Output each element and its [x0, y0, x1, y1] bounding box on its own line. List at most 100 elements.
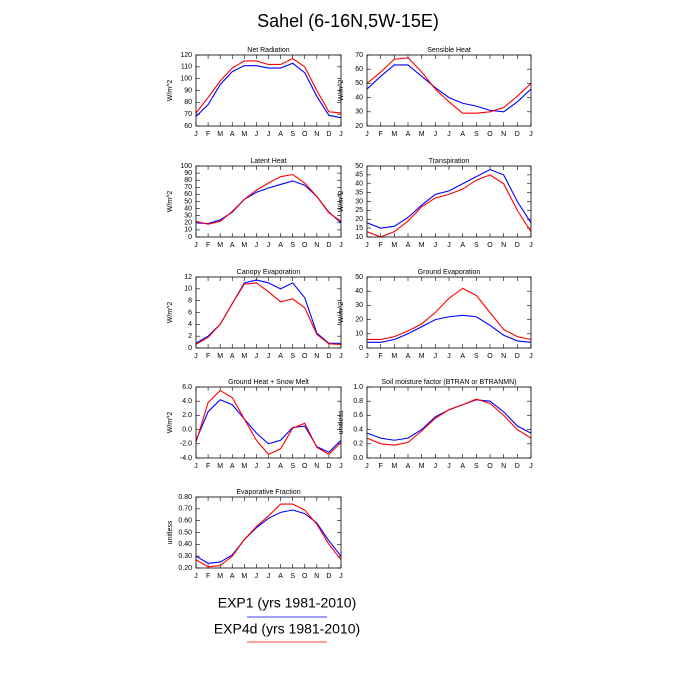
- x-tick-label: J: [447, 463, 451, 470]
- y-tick-label: 0.6: [353, 412, 363, 419]
- figure-title: Sahel (6-16N,5W-15E): [257, 11, 439, 31]
- series-line: [195, 57, 342, 114]
- x-tick-label: O: [302, 242, 308, 249]
- x-tick-label: D: [326, 353, 331, 360]
- x-tick-label: F: [379, 242, 383, 249]
- x-tick-label: A: [278, 353, 283, 360]
- x-tick-label: A: [406, 242, 411, 249]
- y-tick-label: 4.0: [182, 398, 192, 405]
- x-tick-label: J: [194, 353, 198, 360]
- y-tick-label: 45: [355, 172, 363, 179]
- x-tick-label: A: [406, 131, 411, 138]
- y-tick-label: 50: [355, 80, 363, 87]
- x-tick-label: J: [365, 131, 369, 138]
- y-tick-label: 0.0: [353, 455, 363, 462]
- x-tick-label: J: [447, 131, 451, 138]
- x-tick-label: O: [487, 463, 493, 470]
- x-tick-label: J: [267, 242, 271, 249]
- y-tick-label: 40: [355, 288, 363, 295]
- x-tick-label: M: [241, 131, 247, 138]
- y-tick-label: 10: [355, 331, 363, 338]
- y-tick-label: 100: [180, 76, 192, 83]
- y-tick-label: 2.0: [182, 412, 192, 419]
- y-axis-label: unitless: [338, 410, 345, 434]
- x-tick-label: D: [326, 131, 331, 138]
- x-tick-label: M: [419, 242, 425, 249]
- y-tick-label: 20: [355, 316, 363, 323]
- legend-label: EXP1 (yrs 1981-2010): [218, 595, 357, 611]
- x-tick-label: J: [434, 353, 438, 360]
- x-tick-label: J: [267, 131, 271, 138]
- x-tick-label: O: [487, 131, 493, 138]
- x-tick-label: J: [447, 353, 451, 360]
- y-tick-label: 70: [184, 184, 192, 191]
- y-tick-label: 2: [188, 333, 192, 340]
- x-tick-label: J: [529, 131, 533, 138]
- x-tick-label: M: [217, 353, 223, 360]
- y-tick-label: 60: [355, 66, 363, 73]
- y-tick-label: 50: [355, 274, 363, 281]
- x-tick-label: J: [339, 131, 343, 138]
- y-tick-label: 70: [184, 111, 192, 118]
- panel-title: Ground Heat + Snow Melt: [228, 379, 309, 386]
- x-tick-label: M: [241, 573, 247, 580]
- y-tick-label: 30: [355, 109, 363, 116]
- x-tick-label: M: [419, 353, 425, 360]
- x-tick-label: S: [474, 131, 479, 138]
- series-line: [195, 173, 342, 225]
- x-tick-label: F: [379, 353, 383, 360]
- x-tick-label: A: [460, 353, 465, 360]
- x-tick-label: J: [339, 353, 343, 360]
- y-axis-label: W/m^2: [338, 191, 345, 213]
- y-tick-label: 100: [180, 163, 192, 170]
- x-tick-label: A: [460, 131, 465, 138]
- x-tick-label: N: [501, 463, 506, 470]
- y-tick-label: 30: [184, 213, 192, 220]
- x-tick-label: J: [434, 131, 438, 138]
- series-line: [366, 399, 532, 441]
- x-tick-label: F: [379, 131, 383, 138]
- x-tick-label: F: [206, 131, 210, 138]
- x-tick-label: S: [290, 131, 295, 138]
- x-tick-label: J: [339, 242, 343, 249]
- series-line: [195, 62, 342, 119]
- x-tick-label: A: [278, 131, 283, 138]
- plot-frame: [366, 276, 532, 349]
- y-axis-label: W/m^2: [167, 302, 174, 324]
- x-tick-label: M: [391, 242, 397, 249]
- y-tick-label: 40: [184, 205, 192, 212]
- x-tick-label: J: [267, 353, 271, 360]
- x-tick-label: O: [302, 573, 308, 580]
- y-tick-label: 0.40: [178, 541, 192, 548]
- y-axis-label: W/m^2: [167, 80, 174, 102]
- y-tick-label: 40: [355, 181, 363, 188]
- x-tick-label: M: [419, 131, 425, 138]
- panel: Ground Heat + Snow Melt W/m^2 -4.0 -2.0 0.0 2…: [167, 379, 343, 470]
- y-tick-label: 0: [359, 345, 363, 352]
- x-tick-label: A: [460, 463, 465, 470]
- y-tick-label: 80: [184, 177, 192, 184]
- x-tick-label: J: [529, 242, 533, 249]
- plot-frame: [366, 386, 532, 459]
- series-line: [195, 509, 342, 564]
- x-tick-label: M: [217, 131, 223, 138]
- y-tick-label: 60: [184, 123, 192, 130]
- y-tick-label: 0.2: [353, 441, 363, 448]
- x-tick-label: O: [302, 353, 308, 360]
- plot-frame: [366, 54, 532, 127]
- x-tick-label: A: [278, 242, 283, 249]
- y-tick-label: 0: [188, 345, 192, 352]
- series-line: [195, 389, 342, 456]
- x-tick-label: A: [230, 573, 235, 580]
- x-tick-label: D: [515, 242, 520, 249]
- y-tick-label: 60: [184, 191, 192, 198]
- x-tick-label: J: [365, 463, 369, 470]
- panel-title: Transpiration: [429, 158, 470, 165]
- series-line: [366, 398, 532, 446]
- x-tick-label: J: [255, 242, 259, 249]
- y-tick-label: 90: [184, 87, 192, 94]
- x-tick-label: S: [290, 573, 295, 580]
